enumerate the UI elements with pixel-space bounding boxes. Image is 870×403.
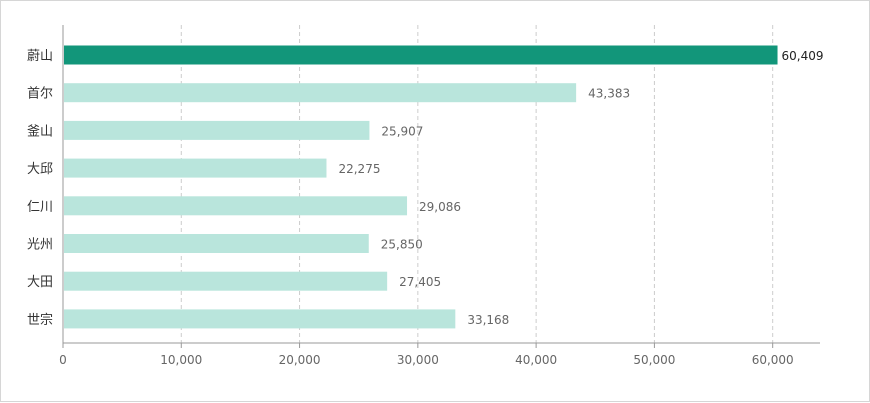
bar-0: [64, 45, 778, 65]
bar-4: [64, 196, 408, 216]
category-label: 世宗: [27, 312, 53, 328]
value-label: 33,168: [467, 313, 509, 327]
value-label: 43,383: [588, 87, 630, 101]
value-label: 27,405: [399, 275, 441, 289]
bar-6: [64, 271, 388, 291]
x-tick-label: 20,000: [279, 353, 321, 367]
category-label: 首尔: [27, 87, 53, 102]
bar-5: [64, 234, 369, 253]
x-tick-label: 0: [59, 353, 67, 367]
category-label: 釜山: [27, 124, 53, 139]
bar-7: [64, 309, 456, 329]
value-label: 60,409: [782, 49, 824, 63]
value-label: 29,086: [419, 200, 461, 214]
value-label: 22,275: [338, 162, 380, 176]
bar-3: [64, 158, 327, 178]
bar-2: [64, 120, 370, 140]
x-tick-label: 50,000: [633, 353, 675, 367]
x-tick-label: 60,000: [752, 353, 794, 367]
category-label: 大田: [27, 275, 53, 290]
value-label: 25,907: [381, 124, 423, 138]
x-tick-label: 10,000: [160, 353, 202, 367]
x-tick-label: 40,000: [515, 353, 557, 367]
category-label: 仁川: [27, 200, 53, 215]
bar-1: [64, 83, 577, 103]
category-label: 大邱: [27, 162, 53, 177]
category-label: 蔚山: [27, 49, 53, 64]
x-tick-label: 30,000: [397, 353, 439, 367]
value-label: 25,850: [381, 238, 423, 252]
category-label: 光州: [27, 238, 53, 253]
